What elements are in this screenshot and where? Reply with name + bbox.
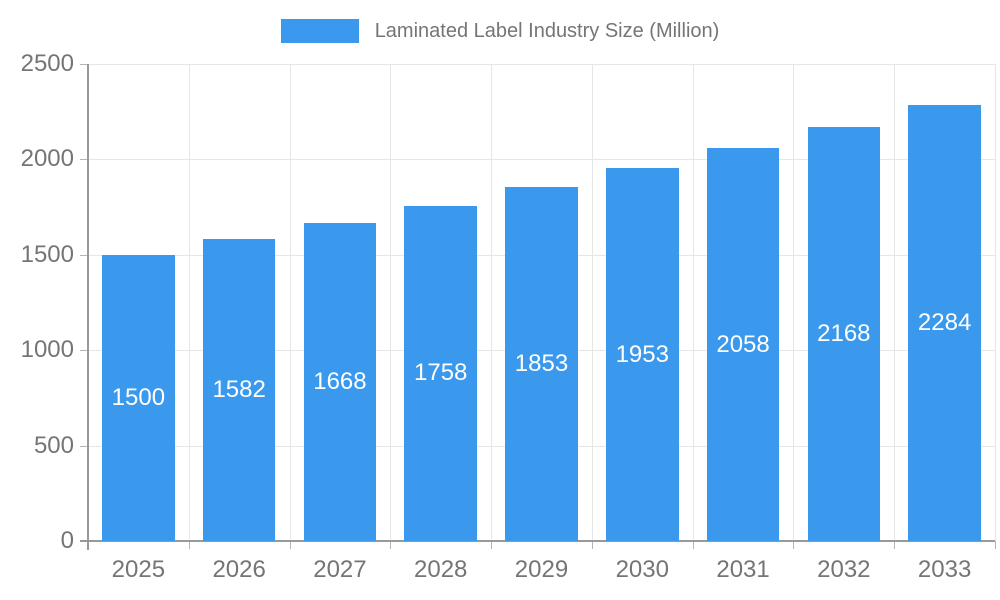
x-axis-label: 2025 [111,556,166,583]
gridline-horizontal [88,64,995,65]
bar-value-label: 1668 [313,367,367,395]
x-axis-label: 2029 [514,556,569,583]
x-axis-tick [290,541,291,549]
legend-swatch [280,19,359,43]
x-axis-label: 2032 [817,556,871,583]
x-axis-tick [491,541,492,549]
gridline-horizontal [88,159,995,160]
gridline-vertical [793,64,794,541]
gridline-vertical [592,64,593,541]
x-axis-tick [189,541,190,549]
bar[interactable] [505,187,578,541]
gridline-vertical [290,64,291,541]
bar-value-label: 1758 [414,359,468,387]
bar[interactable] [706,148,780,541]
bar-value-label: 2284 [917,309,972,337]
bar[interactable] [908,105,981,541]
y-axis-tick [80,64,88,65]
gridline-vertical [693,64,694,541]
y-axis-label: 1500 [20,241,74,268]
bar[interactable] [605,168,679,541]
x-axis-tick [390,541,391,549]
y-axis-label: 1000 [20,336,74,363]
x-axis-line [80,540,995,542]
x-axis-tick [793,541,794,549]
x-axis-tick [995,541,996,549]
x-axis-label: 2026 [212,556,266,583]
y-axis-label: 500 [33,432,74,459]
y-axis-line [87,64,89,550]
y-axis-tick [80,446,88,447]
bar-value-label: 2168 [817,320,871,348]
bar[interactable] [303,222,377,541]
x-axis-label: 2030 [615,556,669,583]
bar-value-label: 2058 [716,330,770,358]
y-axis-label: 2500 [20,50,74,77]
x-axis-tick [693,541,694,549]
bar-value-label: 1953 [615,340,669,368]
bar-value-label: 1853 [514,350,569,378]
x-axis-label: 2028 [414,556,468,583]
bar[interactable] [807,127,881,541]
x-axis-tick [592,541,593,549]
gridline-vertical [491,64,492,541]
chart-legend-item[interactable]: Laminated Label Industry Size (Million) [0,19,1000,43]
x-axis-label: 2031 [716,556,770,583]
bar[interactable] [102,254,175,541]
y-axis-label: 2000 [20,145,74,172]
gridline-vertical [189,64,190,541]
x-axis-label: 2033 [917,556,972,583]
gridline-vertical [995,64,996,541]
y-axis-tick [80,159,88,160]
legend-label: Laminated Label Industry Size (Million) [374,20,720,42]
bar-value-label: 1582 [212,376,266,404]
gridline-vertical [390,64,391,541]
x-axis-tick [894,541,895,549]
bar-value-label: 1500 [111,383,166,411]
bar[interactable] [404,205,477,541]
y-axis-tick [80,350,88,351]
bar[interactable] [202,239,276,541]
y-axis-label: 0 [60,527,74,554]
gridline-vertical [894,64,895,541]
y-axis-tick [80,255,88,256]
x-axis-label: 2027 [313,556,367,583]
